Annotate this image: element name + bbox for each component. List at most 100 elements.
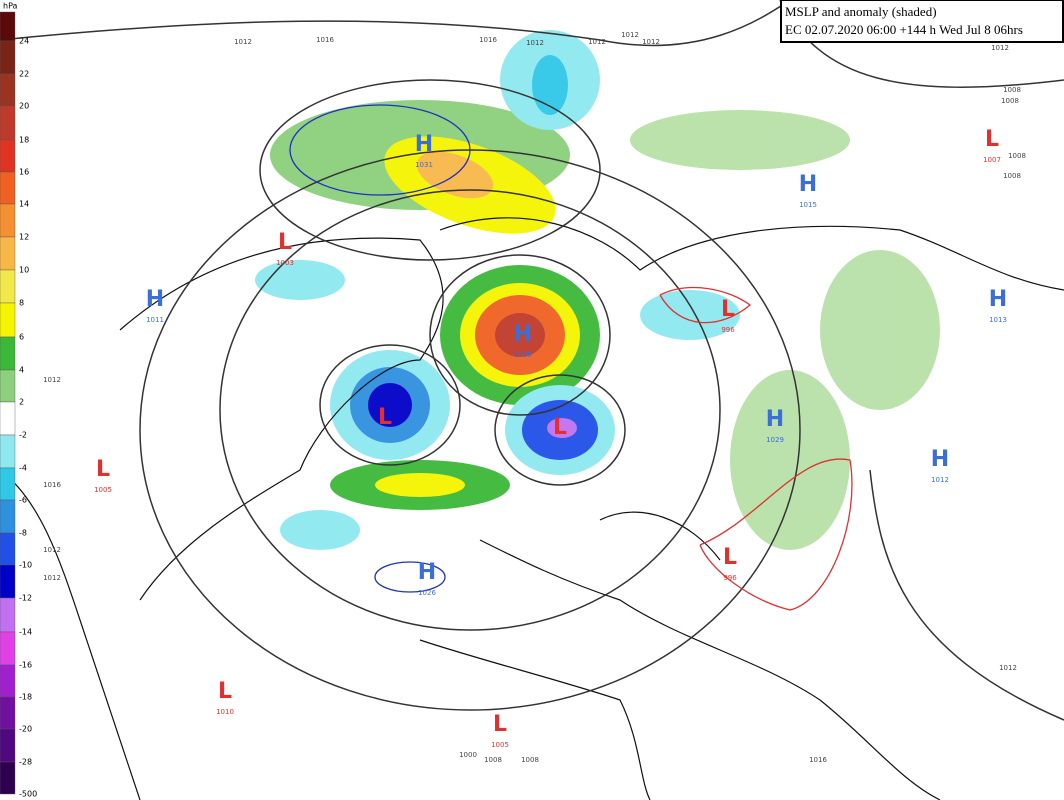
colorbar-label: -18 — [19, 693, 32, 702]
legend-unit: hPa — [3, 2, 18, 11]
colorbar-label: 8 — [19, 299, 24, 308]
subtitle: EC 02.07.2020 06:00 +144 h Wed Jul 8 06h… — [785, 22, 1023, 37]
isobar-label: 1008 — [1001, 97, 1019, 105]
colorbar-label: -10 — [19, 561, 32, 570]
system-pressure: 1010 — [216, 708, 234, 716]
colorbar-swatch — [0, 73, 16, 107]
colorbar-swatch — [0, 499, 16, 534]
colorbar-swatch — [0, 269, 16, 304]
colorbar-swatch — [0, 564, 16, 599]
colorbar-label: -2 — [19, 431, 27, 440]
system-letter: L — [96, 457, 110, 482]
isobar-label: 1012 — [999, 664, 1017, 672]
isobar-label: 1012 — [43, 376, 61, 384]
isobar-label: 1008 — [1003, 86, 1021, 94]
colorbar-label: -14 — [19, 628, 32, 637]
system-pressure: 1003 — [276, 259, 294, 267]
colorbar-swatch — [0, 11, 16, 42]
system-pressure: 1005 — [94, 486, 112, 494]
system-letter: L — [493, 712, 507, 737]
colorbar-label: -4 — [19, 464, 27, 473]
isobar-label: 1016 — [809, 756, 827, 764]
system-pressure: 1026 — [418, 589, 436, 597]
colorbar-swatch — [0, 664, 16, 698]
colorbar-label: -500 — [19, 790, 37, 799]
system-pressure: 1005 — [491, 741, 509, 749]
colorbar-swatch — [0, 401, 16, 436]
system-pressure: 1029 — [766, 436, 784, 444]
colorbar-label: -16 — [19, 661, 32, 670]
title: MSLP and anomaly (shaded) — [785, 4, 937, 19]
colorbar-label: 18 — [19, 136, 29, 145]
colorbar-swatch — [0, 597, 16, 633]
colorbar-swatch — [0, 105, 16, 141]
system-letter: H — [766, 407, 784, 432]
system-letter: L — [723, 545, 737, 570]
colorbar-swatch — [0, 236, 16, 271]
isobar-label: 1012 — [991, 44, 1009, 52]
colorbar-label: -12 — [19, 594, 32, 603]
colorbar-label: 4 — [19, 366, 24, 375]
isobars-colored — [289, 104, 853, 611]
system-pressure: 1030 — [514, 351, 532, 359]
colorbar-label: 2 — [19, 398, 24, 407]
colorbar-label: -8 — [19, 529, 27, 538]
isobar-label: 1012 — [642, 38, 660, 46]
colorbar-label: 22 — [19, 70, 29, 79]
colorbar-swatch — [0, 139, 16, 173]
system-pressure: 1013 — [989, 316, 1007, 324]
colorbar-label: 14 — [19, 200, 29, 209]
colorbar: hPa 24 22 20 18 16 14 12 10 8 6 4 2 -2 -4 -6 -8 -10 -12 -1… — [0, 2, 37, 799]
colorbar-swatch — [0, 302, 16, 338]
system-letter: H — [799, 172, 817, 197]
isobar-label: 1008 — [521, 756, 539, 764]
colorbar-swatch — [0, 728, 16, 763]
colorbar-swatch — [0, 336, 16, 371]
system-pressure: 1011 — [146, 316, 164, 324]
title-box: MSLP and anomaly (shaded) EC 02.07.2020 … — [780, 0, 1064, 43]
system-letter: H — [989, 287, 1007, 312]
system-letter: L — [378, 405, 392, 430]
system-pressure: 1031 — [415, 161, 433, 169]
system-letter: H — [415, 132, 433, 157]
system-pressure: 996 — [721, 326, 735, 334]
isobar-label: 1012 — [621, 31, 639, 39]
colorbar-label: 24 — [19, 37, 29, 46]
system-letter: L — [218, 679, 232, 704]
system-pressure: 1015 — [799, 201, 817, 209]
colorbar-swatch — [0, 434, 16, 469]
isobar-label: 1012 — [588, 38, 606, 46]
colorbar-label: 20 — [19, 102, 29, 111]
system-letter: L — [553, 415, 567, 440]
colorbar-label: 10 — [19, 266, 29, 275]
colorbar-label: -28 — [19, 758, 32, 767]
colorbar-label: 16 — [19, 168, 29, 177]
colorbar-swatch — [0, 369, 16, 403]
isobar-label: 1012 — [43, 574, 61, 582]
colorbar-swatch — [0, 203, 16, 238]
system-letter: L — [721, 297, 735, 322]
colorbar-swatch — [0, 761, 16, 795]
colorbar-label: 12 — [19, 233, 29, 242]
coastlines — [0, 217, 1064, 800]
colorbar-swatch — [0, 532, 16, 566]
colorbar-swatch — [0, 696, 16, 730]
system-letter: H — [146, 287, 164, 312]
isobar-label: 1008 — [1003, 172, 1021, 180]
isobar-label: 1012 — [234, 38, 252, 46]
colorbar-label: 6 — [19, 333, 24, 342]
isobar-label: 1012 — [526, 39, 544, 47]
isobar-label: 1016 — [479, 36, 497, 44]
colorbar-swatch — [0, 631, 16, 666]
anomaly-shading — [255, 30, 940, 550]
isobar-label: 1008 — [484, 756, 502, 764]
isobar-label: 1016 — [316, 36, 334, 44]
system-pressure: 996 — [723, 574, 737, 582]
system-pressure: 1007 — [983, 156, 1001, 164]
isobar-label: 1012 — [43, 546, 61, 554]
system-letter: L — [278, 230, 292, 255]
colorbar-label: -20 — [19, 725, 32, 734]
system-letter: H — [931, 447, 949, 472]
